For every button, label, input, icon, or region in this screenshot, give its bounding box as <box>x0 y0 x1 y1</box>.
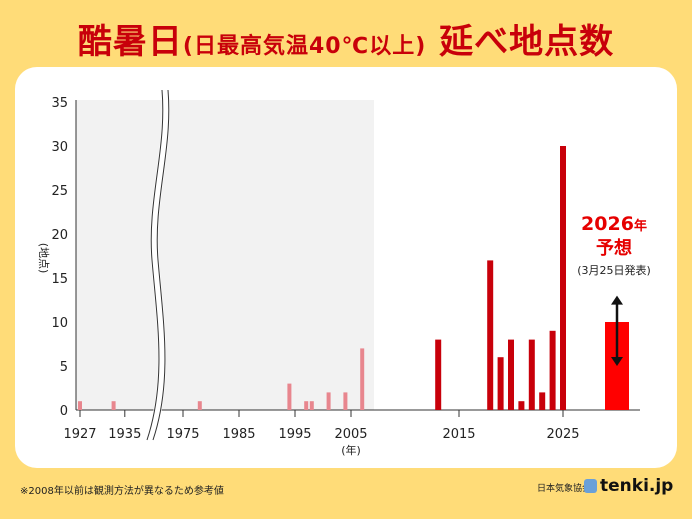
y-tick-label: 15 <box>51 272 68 287</box>
bar-1933 <box>111 401 116 410</box>
footnote: ※2008年以前は観測方法が異なるため参考値 <box>20 486 224 497</box>
axis-break-line <box>152 89 170 441</box>
x-tick-label: 2015 <box>442 427 475 442</box>
x-tick-label: 1927 <box>63 427 96 442</box>
bar-2004 <box>343 392 348 410</box>
y-tick-label: 5 <box>60 360 68 375</box>
title-tail: 延べ地点数 <box>439 22 615 62</box>
axis-break-fill <box>146 89 170 442</box>
bar-1994 <box>287 383 292 410</box>
reference-period-shade <box>76 100 374 410</box>
x-tick-label: 1935 <box>108 427 141 442</box>
bar-2024 <box>549 330 556 410</box>
arrow-down-icon <box>611 357 623 366</box>
x-tick-label: 1995 <box>278 427 311 442</box>
y-tick-label: 10 <box>51 316 68 331</box>
bar-2019 <box>497 357 504 410</box>
bar-2013 <box>435 339 442 410</box>
bar-2023 <box>539 392 546 410</box>
y-axis-label: (地点) <box>37 243 50 274</box>
credit: 日本気象協会 <box>537 484 592 494</box>
bar-1998 <box>309 401 314 410</box>
x-tick-label: 2005 <box>334 427 367 442</box>
y-tick-label: 30 <box>51 140 68 155</box>
bar-2022 <box>528 339 535 410</box>
bar-1927 <box>78 401 82 410</box>
forecast-note: (3月25日発表) <box>577 263 651 277</box>
bar-1978 <box>197 401 202 410</box>
chart-title: 酷暑日(日最高気温40℃以上) 延べ地点数 <box>0 14 692 63</box>
x-axis-label: (年) <box>341 443 361 457</box>
bar-2007 <box>360 348 365 410</box>
axis-break-line <box>146 89 164 441</box>
x-tick-label: 1985 <box>222 427 255 442</box>
arrow-up-icon <box>611 295 623 305</box>
bar-2001 <box>326 392 331 410</box>
y-tick-label: 25 <box>51 184 68 199</box>
y-tick-label: 20 <box>51 228 68 243</box>
bar-2025 <box>560 146 566 410</box>
forecast-year: 2026年 <box>581 213 647 235</box>
tenki-logo-icon <box>584 479 597 493</box>
forecast-label: 予想 <box>596 237 632 259</box>
title-sub: (日最高気温40℃以上) <box>182 34 427 59</box>
title-main: 酷暑日 <box>77 22 183 62</box>
x-tick-label: 1975 <box>166 427 199 442</box>
tenki-logo: tenki.jp <box>600 476 674 496</box>
bar-2021 <box>518 401 525 410</box>
x-tick-label: 2025 <box>546 427 579 442</box>
bar-2020 <box>508 339 514 410</box>
bar-1997 <box>304 401 309 410</box>
y-tick-label: 35 <box>51 96 68 111</box>
bar-2018 <box>487 260 494 410</box>
y-tick-label: 0 <box>60 404 68 419</box>
